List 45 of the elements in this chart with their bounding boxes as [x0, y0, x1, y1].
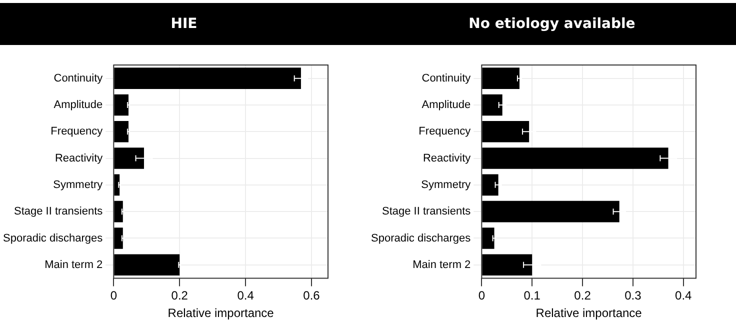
bar — [114, 228, 123, 249]
x-tick-label: 0.2 — [171, 288, 188, 303]
bar — [114, 200, 123, 222]
y-tick-label: Frequency — [50, 126, 104, 138]
y-tick-label: Reactivity — [54, 152, 104, 164]
chart-title: No etiology available — [368, 3, 736, 45]
bar — [114, 68, 301, 89]
bar — [482, 200, 620, 222]
x-tick-label: 0 — [478, 288, 486, 303]
bar — [114, 120, 129, 142]
bar — [482, 148, 668, 169]
bar — [482, 120, 530, 142]
y-tick-label: Main term 2 — [412, 258, 471, 271]
bar — [482, 94, 502, 116]
y-tick-label: Sporadic discharges — [370, 232, 472, 244]
bar — [114, 254, 180, 276]
x-tick-label: 0.1 — [524, 288, 541, 303]
y-tick-label: Reactivity — [422, 152, 472, 164]
bar — [482, 68, 520, 89]
x-axis-title: Relative importance — [536, 306, 642, 320]
y-tick-label: Symmetry — [53, 178, 104, 191]
x-tick-label: 0 — [110, 288, 118, 303]
bar — [114, 94, 129, 116]
x-tick-label: 0.3 — [624, 288, 642, 303]
x-tick-label: 0.6 — [303, 288, 320, 303]
chart-title: HIE — [0, 3, 368, 45]
y-tick-label: Stage II transients — [382, 206, 472, 218]
y-tick-label: Main term 2 — [44, 258, 103, 271]
bar — [482, 174, 498, 196]
bar — [114, 174, 120, 196]
y-tick-label: Symmetry — [421, 178, 472, 191]
x-tick-label: 0.2 — [574, 288, 592, 303]
y-tick-label: Continuity — [54, 72, 104, 84]
y-tick-label: Continuity — [422, 72, 472, 84]
bar — [482, 254, 532, 276]
bar — [114, 148, 144, 169]
y-tick-label: Frequency — [418, 126, 472, 138]
y-tick-label: Amplitude — [422, 99, 471, 112]
bar — [482, 228, 494, 249]
y-tick-label: Stage II transients — [14, 206, 104, 218]
x-axis-title: Relative importance — [168, 306, 274, 320]
y-tick-label: Sporadic discharges — [2, 232, 104, 244]
x-tick-label: 0.4 — [237, 288, 254, 303]
y-tick-label: Amplitude — [54, 99, 103, 112]
x-tick-label: 0.4 — [675, 288, 692, 303]
